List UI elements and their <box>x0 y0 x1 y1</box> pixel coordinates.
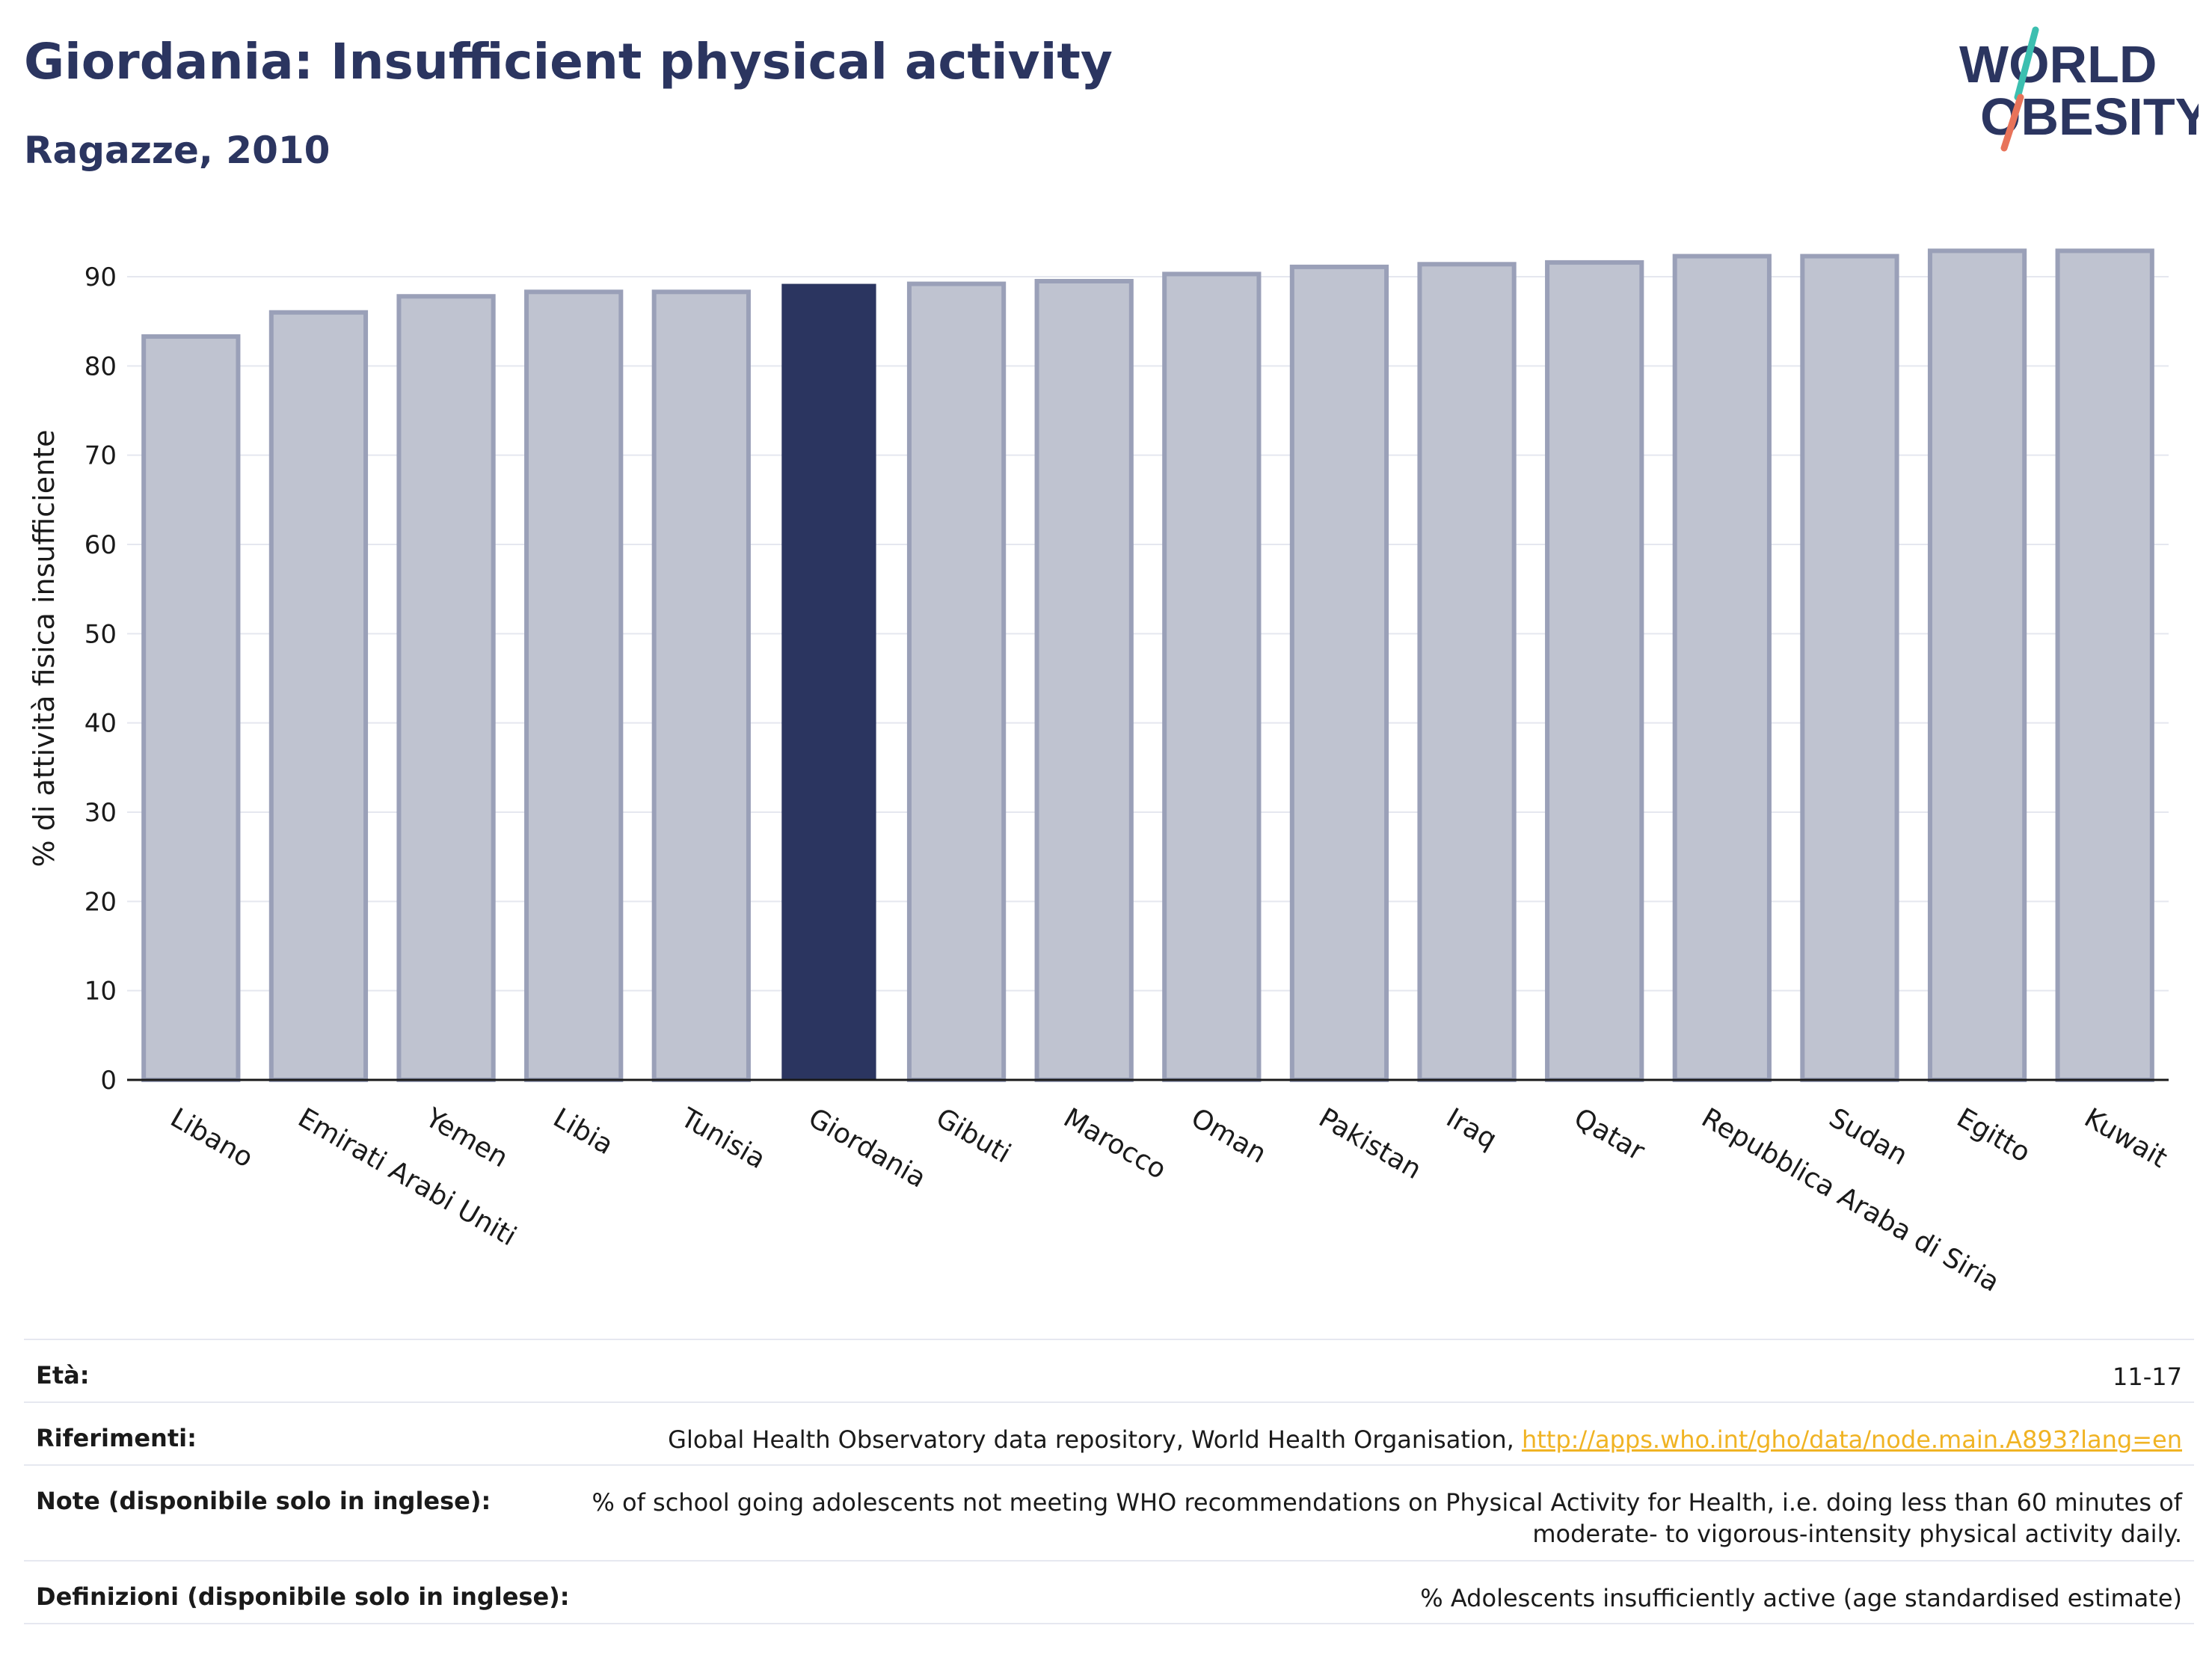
world-obesity-logo: WORLD OBESITY <box>1959 26 2199 152</box>
info-row-riferimenti: Riferimenti: Global Health Observatory d… <box>24 1401 2194 1464</box>
y-tick-label: 30 <box>85 798 117 828</box>
x-tick-label: Qatar <box>1569 1102 1650 1167</box>
definizioni-value: % Adolescents insufficiently active (age… <box>1420 1584 2182 1612</box>
bar <box>268 310 369 1083</box>
eta-value: 11-17 <box>2113 1363 2182 1391</box>
x-tick-label: Iraq <box>1441 1102 1502 1155</box>
x-tick-label: Giordania <box>803 1102 931 1194</box>
x-tick-label: Libia <box>548 1102 618 1161</box>
info-row-note: Note (disponibile solo in inglese): % of… <box>24 1464 2194 1560</box>
bar <box>1800 254 1899 1082</box>
bar <box>524 289 624 1083</box>
bar <box>1289 264 1389 1083</box>
x-tick-label: Sudan <box>1824 1102 1913 1171</box>
source-link[interactable]: http://apps.who.int/gho/data/node.main.A… <box>1521 1425 2182 1454</box>
x-tick-label: Emirati Arabi Uniti <box>292 1102 521 1252</box>
info-table: Età: 11-17 Riferimenti: Global Health Ob… <box>24 1339 2194 1624</box>
riferimenti-value: Global Health Observatory data repositor… <box>668 1424 2182 1455</box>
info-table-end <box>24 1623 2194 1624</box>
definizioni-label: Definizioni (disponibile solo in inglese… <box>36 1582 570 1611</box>
chart-title: Giordania: Insufficient physical activit… <box>24 33 1113 90</box>
y-tick-label: 70 <box>85 441 117 471</box>
y-axis-title: % di attività fisica insufficiente <box>28 430 61 868</box>
note-label: Note (disponibile solo in inglese): <box>36 1487 491 1515</box>
bar <box>1162 271 1262 1082</box>
logo-line1: WORLD <box>1959 35 2157 93</box>
bar <box>651 289 751 1083</box>
x-tick-label: Egitto <box>1952 1102 2036 1168</box>
y-tick-label: 10 <box>85 977 117 1007</box>
chart-subtitle: Ragazze, 2010 <box>24 129 331 172</box>
x-tick-label: Pakistan <box>1313 1102 1426 1185</box>
y-tick-label: 50 <box>85 619 117 649</box>
bar-chart: 0 10 20 30 40 50 60 70 80 90 % di attività fisica … <box>28 248 2172 1298</box>
info-row-eta: Età: 11-17 <box>24 1339 2194 1401</box>
bar <box>1545 260 1644 1083</box>
y-tick-label: 60 <box>85 530 117 560</box>
riferimenti-label: Riferimenti: <box>36 1424 197 1452</box>
x-tick-label: Kuwait <box>2079 1102 2172 1174</box>
bar <box>1672 254 1772 1082</box>
info-row-definizioni: Definizioni (disponibile solo in inglese… <box>24 1560 2194 1623</box>
logo-accent-teal <box>2014 26 2039 101</box>
bar <box>2055 248 2154 1083</box>
y-tick-label: 20 <box>85 887 117 917</box>
y-tick-label: 40 <box>85 709 117 739</box>
y-tick-label: 90 <box>85 262 117 292</box>
bar <box>141 334 241 1083</box>
x-tick-label: Tunisia <box>675 1102 770 1175</box>
logo-accent-coral <box>2000 93 2024 152</box>
x-tick-label: Libano <box>165 1102 258 1173</box>
y-tick-label: 80 <box>85 351 117 381</box>
x-tick-label: Yemen <box>420 1102 513 1174</box>
x-tick-label: Gibuti <box>931 1102 1016 1169</box>
bar <box>396 294 496 1083</box>
bar <box>906 281 1007 1083</box>
y-tick-label: 0 <box>100 1066 117 1096</box>
bar <box>1034 278 1134 1082</box>
x-tick-label: Oman <box>1186 1102 1271 1170</box>
riferimenti-text: Global Health Observatory data repositor… <box>668 1425 1522 1454</box>
note-value: % of school going adolescents not meetin… <box>592 1488 2182 1548</box>
bar <box>1927 248 2027 1083</box>
bar <box>781 283 876 1081</box>
x-tick-label: Marocco <box>1058 1102 1171 1185</box>
eta-label: Età: <box>36 1361 90 1390</box>
bar <box>1417 262 1517 1082</box>
